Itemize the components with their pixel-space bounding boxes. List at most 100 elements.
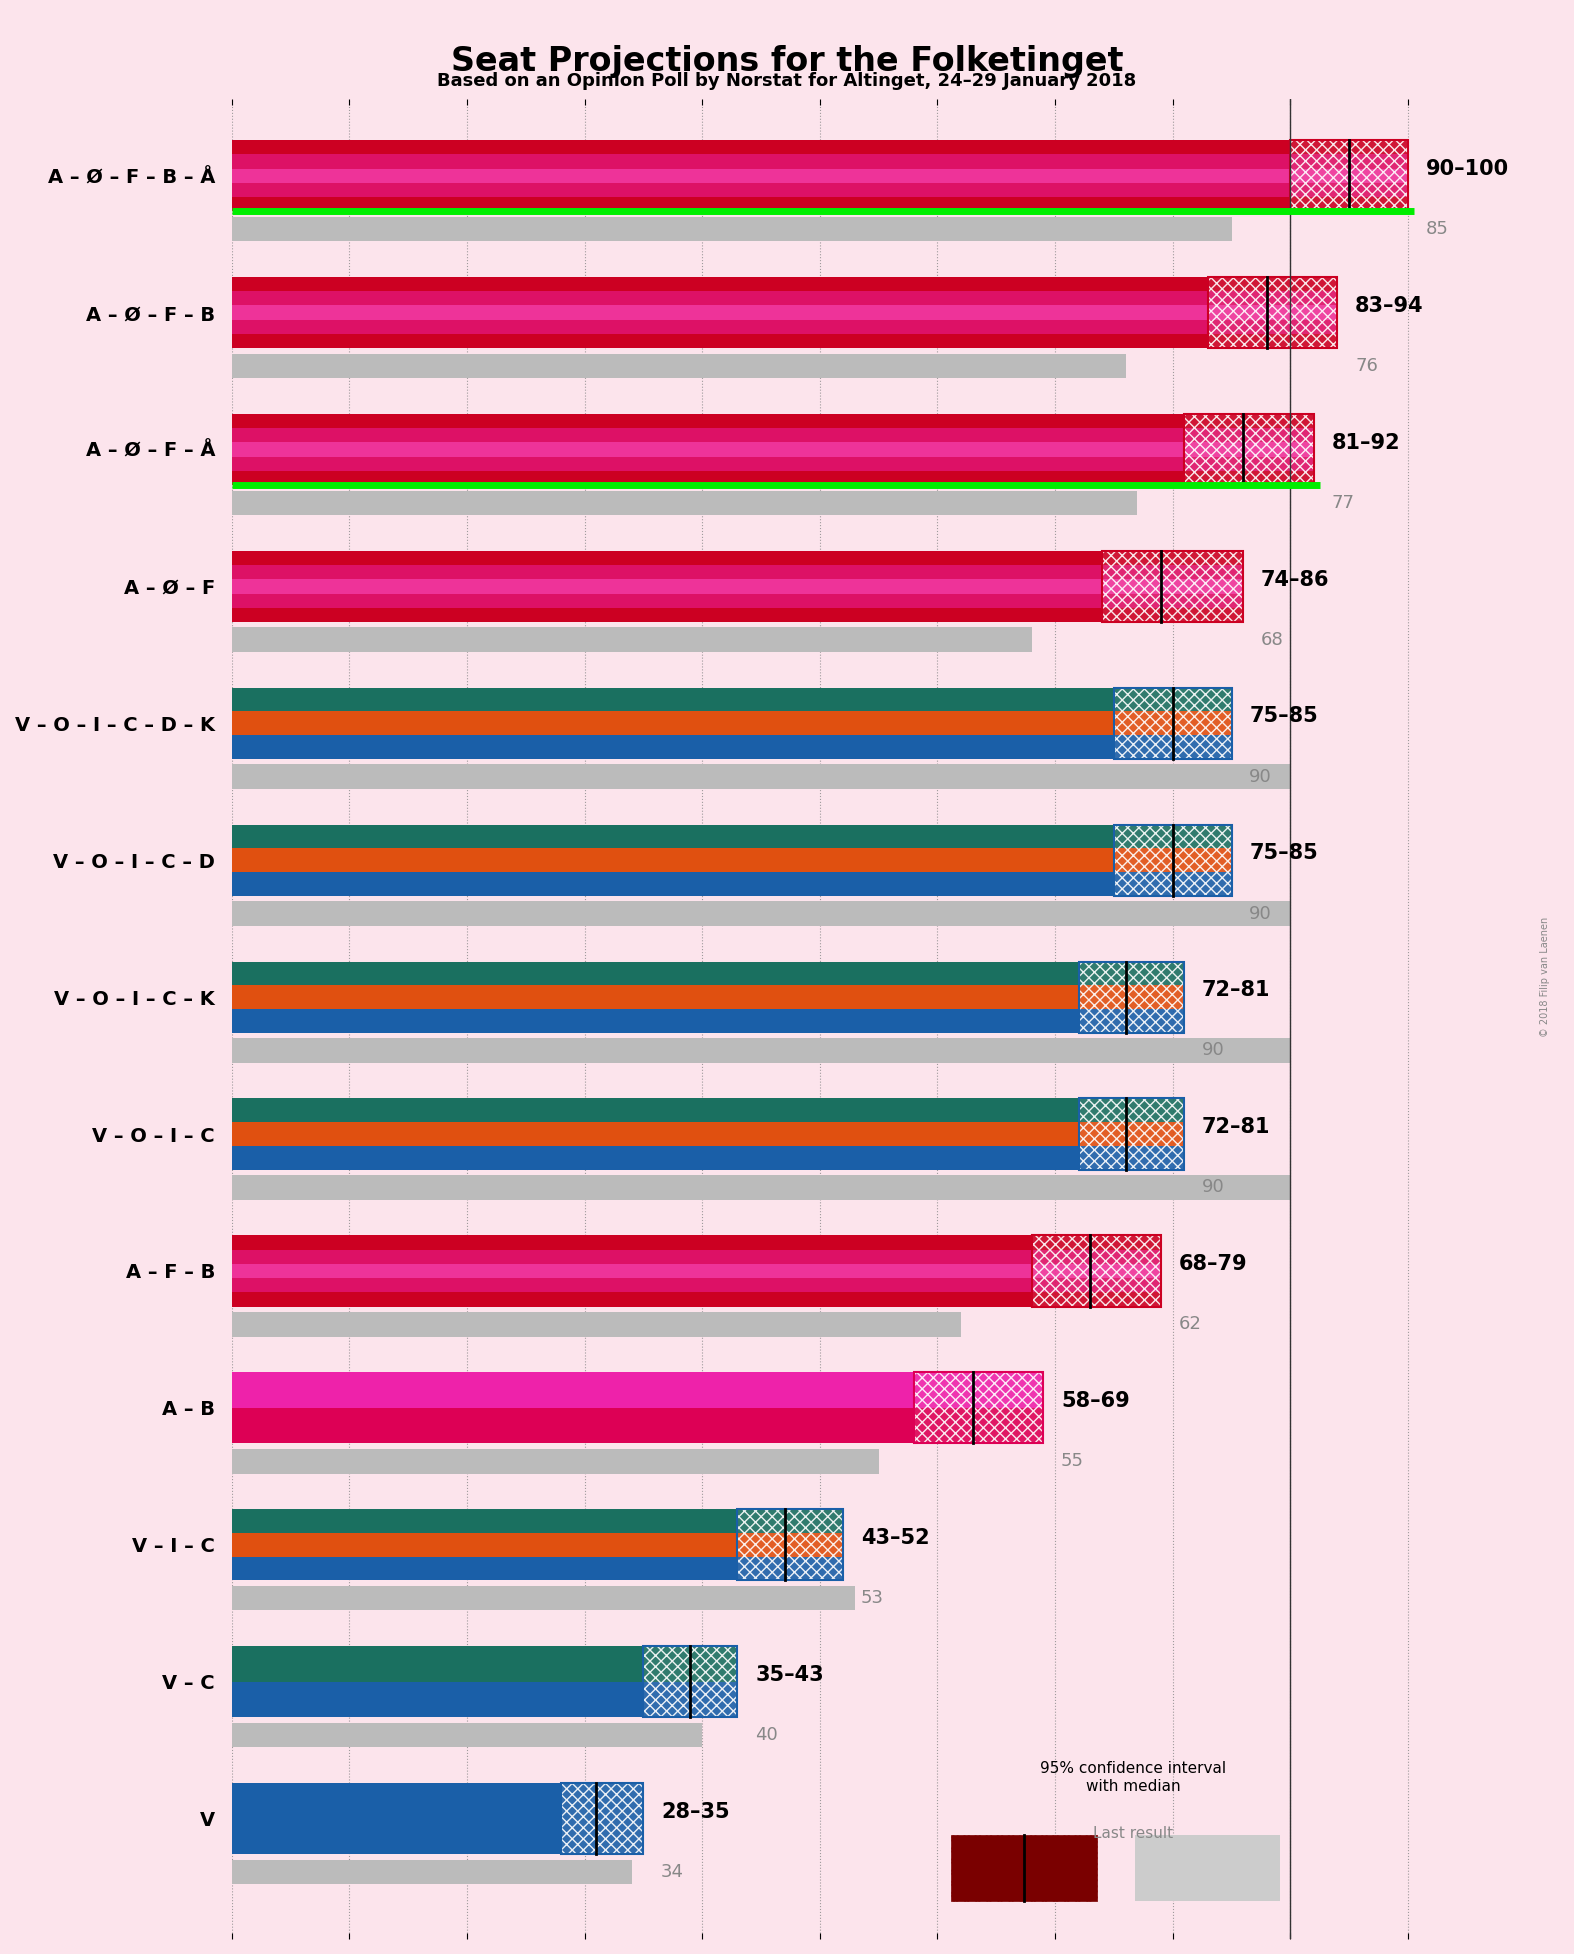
Bar xyxy=(1078,961,1185,985)
Bar xyxy=(231,985,1078,1008)
Bar xyxy=(1185,442,1314,457)
Bar xyxy=(231,471,1185,485)
Bar xyxy=(560,1782,644,1854)
Bar xyxy=(1207,291,1338,305)
Text: 43–52: 43–52 xyxy=(861,1528,930,1548)
Bar xyxy=(231,217,1231,242)
Bar xyxy=(1102,578,1243,594)
Bar xyxy=(1207,277,1338,291)
Bar xyxy=(231,1122,1078,1145)
Bar xyxy=(1114,825,1231,848)
Bar xyxy=(231,141,1291,154)
Bar xyxy=(1031,1264,1162,1278)
Text: 68–79: 68–79 xyxy=(1179,1254,1247,1274)
Bar xyxy=(231,1508,738,1532)
Bar xyxy=(231,1645,644,1682)
Bar xyxy=(1291,168,1409,184)
Bar xyxy=(231,711,1114,735)
Text: 90: 90 xyxy=(1250,768,1272,786)
Bar xyxy=(1291,197,1409,211)
Text: 81–92: 81–92 xyxy=(1332,432,1401,453)
Bar xyxy=(1114,711,1231,735)
Bar xyxy=(1031,1235,1162,1249)
Bar xyxy=(231,277,1207,291)
Bar xyxy=(231,490,1138,516)
Bar xyxy=(231,1249,1031,1264)
Bar xyxy=(1114,825,1231,895)
Bar xyxy=(644,1645,738,1718)
Bar xyxy=(231,551,1102,565)
Bar xyxy=(1185,414,1314,485)
Bar xyxy=(738,1508,844,1532)
Text: 90: 90 xyxy=(1203,1178,1225,1196)
Bar xyxy=(231,1264,1031,1278)
Text: 72–81: 72–81 xyxy=(1203,1118,1270,1137)
Bar xyxy=(231,848,1114,871)
Bar xyxy=(231,1407,914,1444)
Text: 90: 90 xyxy=(1203,1041,1225,1059)
Bar xyxy=(231,1311,962,1337)
Bar xyxy=(1185,471,1314,485)
Bar xyxy=(231,428,1185,442)
Bar xyxy=(1291,141,1409,211)
Bar xyxy=(1207,320,1338,334)
Text: 55: 55 xyxy=(1061,1452,1084,1469)
Bar xyxy=(1207,305,1338,320)
Bar xyxy=(1078,1098,1185,1170)
Text: 28–35: 28–35 xyxy=(661,1802,730,1821)
Text: 95% confidence interval
with median: 95% confidence interval with median xyxy=(1040,1761,1226,1794)
Bar xyxy=(914,1372,1044,1407)
Bar xyxy=(738,1532,844,1557)
Bar xyxy=(1102,608,1243,621)
Text: 58–69: 58–69 xyxy=(1061,1391,1130,1411)
Text: 76: 76 xyxy=(1355,358,1377,375)
Bar xyxy=(738,1557,844,1581)
Bar xyxy=(231,442,1185,457)
Bar xyxy=(231,1098,1078,1122)
Bar xyxy=(1078,1122,1185,1145)
Bar xyxy=(231,594,1102,608)
Bar xyxy=(738,1508,844,1581)
Bar xyxy=(231,764,1291,789)
Bar xyxy=(231,154,1291,168)
Bar xyxy=(231,305,1207,320)
Bar xyxy=(231,565,1102,578)
Bar xyxy=(231,168,1291,184)
Bar xyxy=(231,735,1114,758)
Bar xyxy=(1102,551,1243,565)
Text: Based on an Opinion Poll by Norstat for Altinget, 24–29 January 2018: Based on an Opinion Poll by Norstat for … xyxy=(438,72,1136,90)
Bar xyxy=(231,1038,1291,1063)
Bar xyxy=(231,1532,738,1557)
Bar xyxy=(1031,1235,1162,1307)
Text: 62: 62 xyxy=(1179,1315,1201,1333)
Bar xyxy=(231,608,1102,621)
Bar xyxy=(1114,688,1231,758)
Bar xyxy=(1185,457,1314,471)
Bar xyxy=(231,1292,1031,1307)
Bar xyxy=(231,1860,631,1884)
Bar xyxy=(1114,871,1231,895)
Bar xyxy=(1185,414,1314,428)
Bar xyxy=(231,354,1125,379)
Bar xyxy=(231,825,1114,848)
Bar xyxy=(644,1645,738,1682)
Text: Last result: Last result xyxy=(1094,1825,1173,1841)
Bar xyxy=(231,1235,1031,1249)
Bar xyxy=(231,414,1185,428)
Text: 85: 85 xyxy=(1426,221,1448,238)
Bar xyxy=(231,578,1102,594)
Text: 90: 90 xyxy=(1250,905,1272,922)
Bar xyxy=(1207,277,1338,348)
Bar xyxy=(231,871,1114,895)
Text: 72–81: 72–81 xyxy=(1203,981,1270,1000)
Text: 74–86: 74–86 xyxy=(1261,569,1330,590)
Text: 90–100: 90–100 xyxy=(1426,158,1509,180)
Bar xyxy=(1102,565,1243,578)
Bar xyxy=(231,291,1207,305)
Bar xyxy=(1291,141,1409,154)
Bar xyxy=(1135,1835,1280,1901)
Bar xyxy=(644,1682,738,1718)
Text: 77: 77 xyxy=(1332,494,1355,512)
Bar xyxy=(231,1145,1078,1170)
Text: 75–85: 75–85 xyxy=(1250,707,1317,727)
